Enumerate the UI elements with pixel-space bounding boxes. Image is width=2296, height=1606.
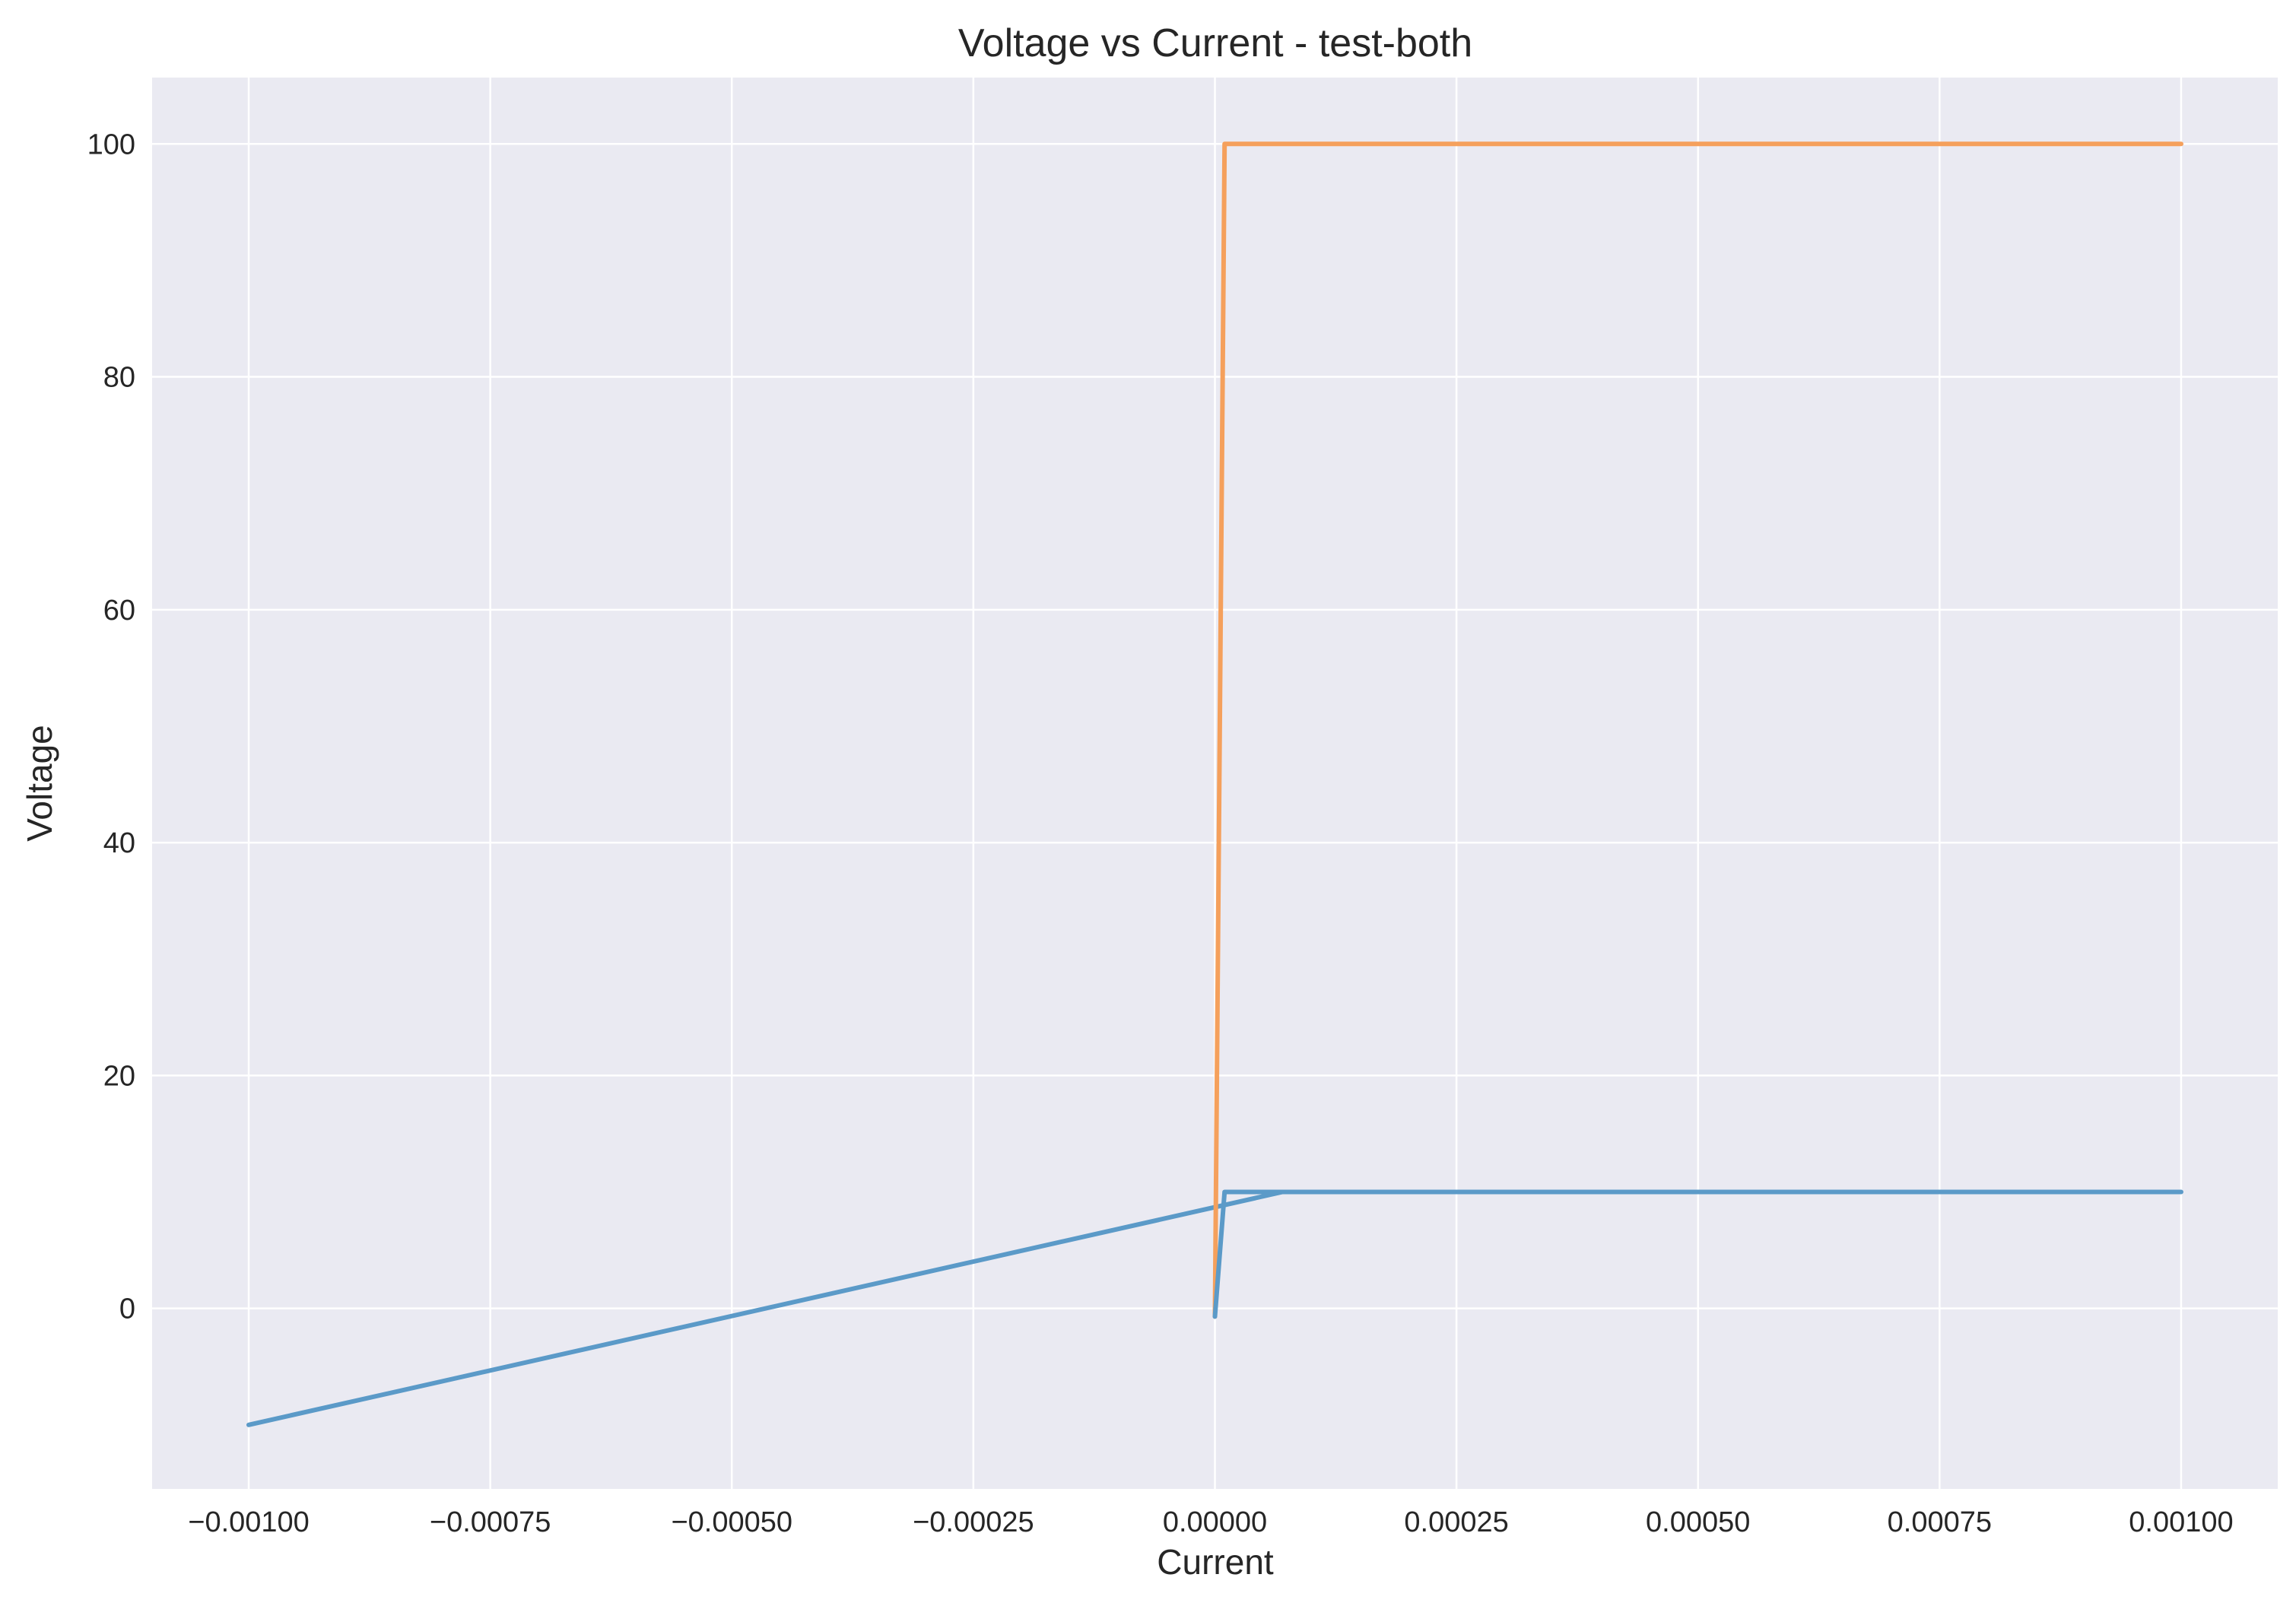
x-tick-label: 0.00100	[2129, 1506, 2233, 1538]
x-axis-label: Current	[1157, 1542, 1274, 1582]
y-tick-label: 60	[103, 595, 135, 627]
y-tick-label: 80	[103, 362, 135, 394]
y-tick-label: 100	[87, 129, 135, 160]
x-tick-label: 0.00025	[1404, 1506, 1508, 1538]
y-tick-label: 0	[119, 1293, 135, 1325]
series-line-3	[1212, 1189, 1285, 1319]
x-tick-label: 0.00050	[1646, 1506, 1750, 1538]
y-tick-label: 20	[103, 1060, 135, 1092]
x-tick-label: −0.00050	[671, 1506, 792, 1538]
x-tick-label: −0.00025	[913, 1506, 1034, 1538]
x-tick-label: 0.00000	[1163, 1506, 1267, 1538]
y-tick-label: 40	[103, 827, 135, 859]
x-tick-label: 0.00075	[1888, 1506, 1992, 1538]
series-line-2	[1212, 141, 2183, 1319]
x-tick-label: −0.00100	[188, 1506, 310, 1538]
chart-title: Voltage vs Current - test-both	[958, 21, 1472, 65]
x-tick-label: −0.00075	[430, 1506, 551, 1538]
y-axis-label: Voltage	[20, 725, 59, 841]
